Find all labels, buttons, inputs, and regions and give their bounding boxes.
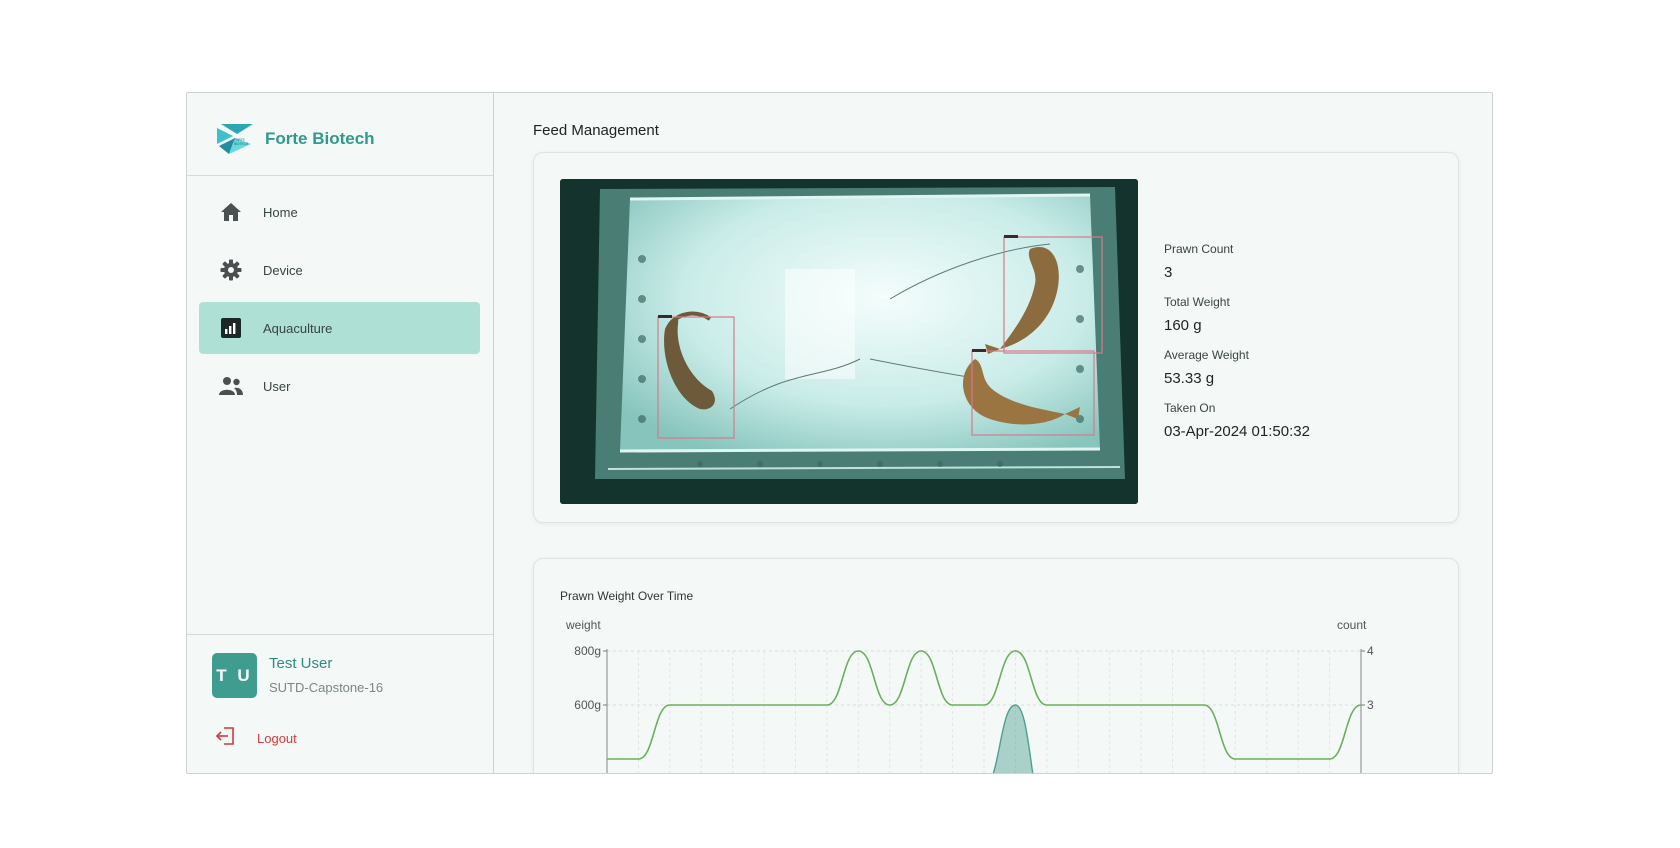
total-weight-value: 160 g [1164, 317, 1202, 334]
stat-label: Average Weight [1164, 348, 1249, 362]
divider [187, 634, 493, 635]
svg-text:FORTE: FORTE [234, 138, 245, 142]
main-content: Feed Management [495, 93, 1492, 773]
logout-label: Logout [257, 731, 297, 746]
sidebar: FORTE BIOTECH Forte Biotech Home [187, 93, 494, 773]
forte-logo-icon: FORTE BIOTECH [217, 124, 253, 154]
users-icon [219, 374, 243, 398]
sidebar-item-label: Home [263, 204, 298, 220]
home-icon [219, 200, 243, 224]
capture-card: Prawn Count 3 Total Weight 160 g Average… [533, 152, 1459, 523]
right-axis-label: count [1337, 618, 1367, 632]
sidebar-item-label: Device [263, 262, 303, 278]
brand[interactable]: FORTE BIOTECH Forte Biotech [215, 119, 375, 159]
left-axis-label: weight [565, 618, 601, 632]
logout-icon [215, 725, 237, 752]
taken-on-value: 03-Apr-2024 01:50:32 [1164, 423, 1310, 440]
gear-icon [219, 258, 243, 282]
user-name: Test User [269, 655, 333, 672]
user-org: SUTD-Capstone-16 [269, 680, 384, 695]
stat-label: Prawn Count [1164, 242, 1234, 256]
right-tick-label: 4 [1367, 644, 1374, 658]
chart-title: Prawn Weight Over Time [560, 589, 694, 603]
chart-card: Prawn Weight Over Time weight count 800g 60… [533, 558, 1460, 774]
capture-stats: Prawn Count 3 Total Weight 160 g Average… [1164, 242, 1424, 454]
divider [187, 175, 493, 176]
weight-series-area [992, 704, 1034, 773]
sidebar-item-label: User [263, 378, 291, 394]
bar-chart-icon [219, 316, 243, 340]
page-title: Feed Management [533, 122, 659, 139]
left-tick-label: 800g [574, 644, 601, 658]
right-tick-label: 3 [1367, 698, 1374, 712]
sidebar-item-home[interactable]: Home [199, 186, 480, 238]
sidebar-item-device[interactable]: Device [199, 244, 480, 296]
avatar[interactable]: T U [212, 653, 257, 698]
sidebar-item-label: Aquaculture [263, 320, 333, 336]
count-series-line [607, 650, 1362, 760]
left-tick-label: 600g [574, 698, 601, 712]
logout-button[interactable]: Logout [215, 725, 297, 752]
app-window: FORTE BIOTECH Forte Biotech Home [186, 92, 1493, 774]
prawn-tank-photo[interactable] [560, 179, 1138, 504]
stat-label: Total Weight [1164, 295, 1230, 309]
stat-label: Taken On [1164, 401, 1216, 415]
average-weight-value: 53.33 g [1164, 370, 1215, 387]
brand-name: Forte Biotech [265, 129, 375, 148]
prawn-count-value: 3 [1164, 264, 1173, 281]
svg-text:BIOTECH: BIOTECH [234, 142, 249, 146]
sidebar-item-aquaculture[interactable]: Aquaculture [199, 302, 480, 354]
weight-chart[interactable]: weight count 800g 600g 4 3 [534, 559, 1460, 774]
sidebar-nav: Home [199, 186, 480, 418]
sidebar-item-user[interactable]: User [199, 360, 480, 412]
